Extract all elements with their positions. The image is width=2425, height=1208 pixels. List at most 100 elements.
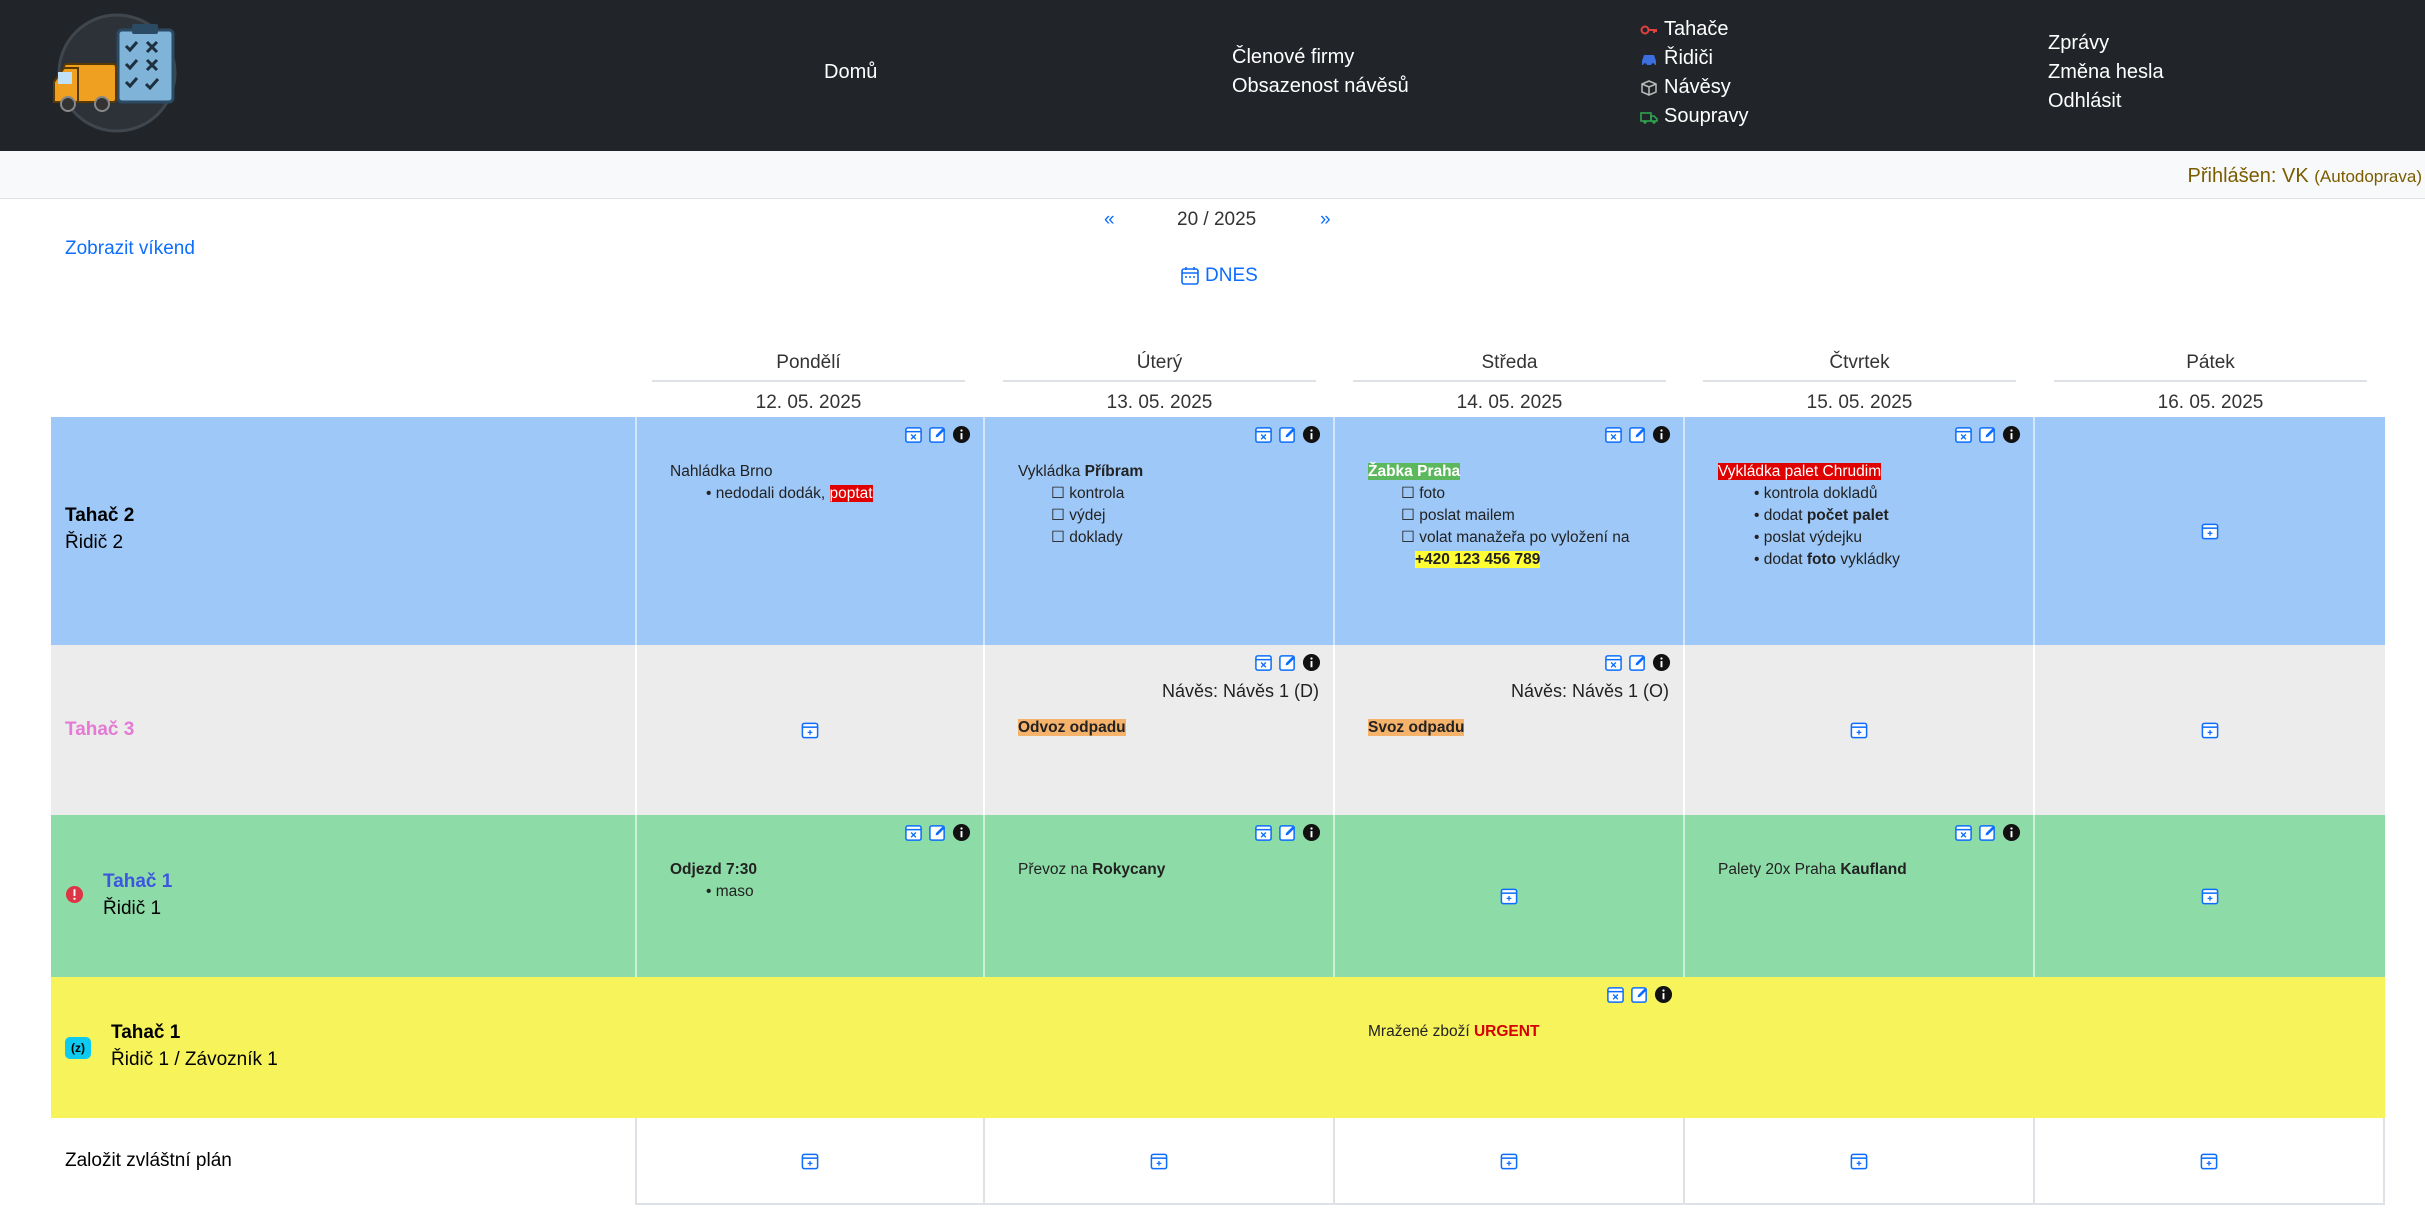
- row-label: Tahač 1 Řidič 1 / Závozník 1: [111, 1022, 278, 1070]
- trailer-info: Návěs: Návěs 1 (D): [1161, 681, 1319, 701]
- calendar-icon: [1181, 267, 1199, 285]
- box-icon: [1641, 79, 1657, 96]
- cell-wed[interactable]: [1335, 815, 1685, 977]
- add-plan-icon[interactable]: [2200, 1151, 2219, 1170]
- special-plan-row: Založit zvláštní plán: [51, 1118, 2385, 1205]
- cell-mon[interactable]: [635, 645, 985, 815]
- cell-wed[interactable]: [1335, 1118, 1685, 1205]
- add-plan-icon[interactable]: [1850, 721, 1869, 740]
- day-header-thursday: Čtvrtek 15. 05. 2025: [1703, 352, 2016, 414]
- tractor-key-icon: [1640, 25, 1657, 34]
- row-label: Tahač 3: [65, 719, 135, 740]
- cell-tue[interactable]: Vykládka Příbram kontrola výdej doklady: [985, 417, 1335, 645]
- plan-row-tractor-3: Tahač 3 Návěs: Návěs 1 (D) Odvoz odpadu …: [51, 645, 2385, 815]
- nav-drivers[interactable]: Řidiči: [1640, 44, 1749, 73]
- edit-icon[interactable]: [1630, 985, 1649, 1004]
- next-week-button[interactable]: »: [1320, 209, 1331, 230]
- cell-mon[interactable]: Nahládka Brno nedodali dodák, poptat: [635, 417, 985, 645]
- cell-fri[interactable]: [2035, 815, 2385, 977]
- remove-plan-icon[interactable]: [1254, 823, 1273, 842]
- edit-icon[interactable]: [1978, 425, 1997, 444]
- prev-week-button[interactable]: «: [1104, 209, 1115, 230]
- info-icon[interactable]: [1652, 653, 1671, 672]
- remove-plan-icon[interactable]: [904, 425, 923, 444]
- add-plan-icon[interactable]: [2201, 721, 2220, 740]
- day-header-friday: Pátek 16. 05. 2025: [2054, 352, 2367, 414]
- remove-plan-icon[interactable]: [1954, 823, 1973, 842]
- cell-thu[interactable]: Vykládka palet Chrudim kontrola dokladů …: [1685, 417, 2035, 645]
- edit-icon[interactable]: [1628, 653, 1647, 672]
- cell-thu[interactable]: Palety 20x Praha Kaufland: [1685, 815, 2035, 977]
- add-plan-icon[interactable]: [1850, 1151, 1869, 1170]
- cell-fri[interactable]: [2035, 417, 2385, 645]
- cell-wed[interactable]: Návěs: Návěs 1 (O) Svoz odpadu: [1335, 645, 1685, 815]
- nav-logout[interactable]: Odhlásit: [2048, 90, 2122, 112]
- cell-mon[interactable]: [635, 1118, 985, 1205]
- info-icon[interactable]: [1302, 653, 1321, 672]
- cell-wed[interactable]: Mražené zboží URGENT: [1335, 977, 1685, 1118]
- remove-plan-icon[interactable]: [1254, 653, 1273, 672]
- remove-plan-icon[interactable]: [904, 823, 923, 842]
- nav-members[interactable]: Členové firmy: [1232, 46, 1355, 68]
- cell-wed[interactable]: Žabka Praha foto poslat mailem volat man…: [1335, 417, 1685, 645]
- info-icon[interactable]: [1302, 823, 1321, 842]
- info-icon[interactable]: [2002, 823, 2021, 842]
- companion-badge: (z): [65, 1037, 91, 1059]
- info-icon[interactable]: [1652, 425, 1671, 444]
- add-plan-icon[interactable]: [1500, 887, 1519, 906]
- info-icon[interactable]: [2002, 425, 2021, 444]
- edit-icon[interactable]: [1278, 425, 1297, 444]
- add-plan-icon[interactable]: [2201, 887, 2220, 906]
- day-header-tuesday: Úterý 13. 05. 2025: [1003, 352, 1316, 414]
- remove-plan-icon[interactable]: [1954, 425, 1973, 444]
- edit-icon[interactable]: [1278, 823, 1297, 842]
- day-header-wednesday: Středa 14. 05. 2025: [1353, 352, 1666, 414]
- info-icon[interactable]: [1654, 985, 1673, 1004]
- top-navbar: Domů Členové firmy Obsazenost návěsů Tah…: [0, 0, 2425, 151]
- info-icon[interactable]: [952, 823, 971, 842]
- today-button[interactable]: DNES: [1180, 265, 1258, 287]
- add-plan-icon[interactable]: [801, 1151, 820, 1170]
- nav-messages[interactable]: Zprávy: [2048, 32, 2110, 54]
- cell-fri[interactable]: [2035, 1118, 2385, 1205]
- cell-tue[interactable]: [985, 1118, 1335, 1205]
- cell-tue[interactable]: Převoz na Rokycany: [985, 815, 1335, 977]
- info-icon[interactable]: [952, 425, 971, 444]
- row-label: Tahač 1 Řidič 1: [103, 871, 173, 919]
- remove-plan-icon[interactable]: [1606, 985, 1625, 1004]
- status-bar: Přihlášen: VK (Autodoprava): [0, 151, 2425, 199]
- remove-plan-icon[interactable]: [1604, 653, 1623, 672]
- remove-plan-icon[interactable]: [1604, 425, 1623, 444]
- add-plan-icon[interactable]: [801, 721, 820, 740]
- edit-icon[interactable]: [1278, 653, 1297, 672]
- add-plan-icon[interactable]: [1150, 1151, 1169, 1170]
- edit-icon[interactable]: [1978, 823, 1997, 842]
- nav-trailer-occupancy[interactable]: Obsazenost návěsů: [1232, 75, 1409, 97]
- edit-icon[interactable]: [928, 425, 947, 444]
- cell-tue[interactable]: Návěs: Návěs 1 (D) Odvoz odpadu: [985, 645, 1335, 815]
- row-label: Tahač 2 Řidič 2: [65, 505, 135, 553]
- add-plan-icon[interactable]: [2201, 522, 2220, 541]
- plan-row-tractor-1: Tahač 1 Řidič 1 Odjezd 7:30 maso Převoz …: [51, 815, 2385, 977]
- cell-mon[interactable]: Odjezd 7:30 maso: [635, 815, 985, 977]
- nav-trailers[interactable]: Návěsy: [1640, 73, 1749, 102]
- nav-tractors[interactable]: Tahače: [1640, 15, 1749, 44]
- day-header-monday: Pondělí 12. 05. 2025: [652, 352, 965, 414]
- alert-icon[interactable]: [65, 885, 84, 904]
- edit-icon[interactable]: [1628, 425, 1647, 444]
- nav-home[interactable]: Domů: [824, 61, 878, 83]
- nav-sets[interactable]: Soupravy: [1640, 102, 1749, 131]
- logged-in-user: Přihlášen: VK (Autodoprava): [2187, 165, 2422, 187]
- info-icon[interactable]: [1302, 425, 1321, 444]
- cell-thu[interactable]: [1685, 1118, 2035, 1205]
- cell-thu[interactable]: [1685, 645, 2035, 815]
- nav-change-password[interactable]: Změna hesla: [2048, 61, 2164, 83]
- app-logo[interactable]: [52, 12, 187, 134]
- add-plan-icon[interactable]: [1500, 1151, 1519, 1170]
- plan-row-tractor-2: Tahač 2 Řidič 2 Nahládka Brno nedodali d…: [51, 417, 2385, 645]
- show-weekend-link[interactable]: Zobrazit víkend: [65, 238, 195, 259]
- truck-icon: [1640, 111, 1658, 124]
- cell-fri[interactable]: [2035, 645, 2385, 815]
- edit-icon[interactable]: [928, 823, 947, 842]
- remove-plan-icon[interactable]: [1254, 425, 1273, 444]
